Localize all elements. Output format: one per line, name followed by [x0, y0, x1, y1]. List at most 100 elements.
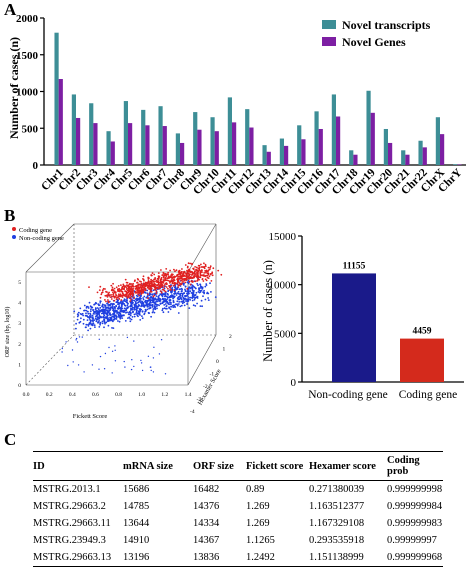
coding-point [185, 273, 188, 276]
coding-point [165, 268, 168, 270]
coding-point [143, 286, 146, 288]
coding-point [185, 277, 188, 280]
non-coding-point [106, 306, 109, 309]
table-row: MSTRG.29663.13 13196 13836 1.2492 1.1511… [33, 549, 443, 567]
bar-chr7-transcripts [158, 106, 163, 165]
table-cell: 14376 [193, 501, 220, 512]
non-coding-point [165, 305, 168, 308]
x-tick-label: 0.6 [92, 392, 99, 398]
non-coding-point [210, 291, 212, 293]
coding-point [204, 270, 207, 272]
bar-chr18-genes [353, 154, 358, 165]
non-coding-point [136, 297, 138, 300]
bar-chr11-genes [232, 122, 237, 165]
non-coding-point [87, 312, 90, 315]
coding-point [137, 285, 139, 288]
coding-point [203, 262, 205, 265]
non-coding-point [148, 312, 151, 314]
coding-point [101, 291, 104, 294]
x-tick-label: 0.2 [46, 392, 53, 398]
non-coding-point [72, 361, 74, 363]
non-coding-point [177, 303, 180, 305]
non-coding-point [123, 314, 125, 316]
non-coding-point [169, 296, 172, 299]
coding-point [177, 271, 180, 273]
coding-point [217, 269, 220, 272]
coding-point [164, 279, 167, 282]
bar-chrx-transcripts [435, 117, 440, 165]
y-tick-label: 0 [18, 383, 21, 389]
non-coding-point [109, 314, 112, 316]
non-coding-point [142, 297, 145, 299]
non-coding-point [109, 308, 112, 311]
non-coding-point [88, 318, 91, 320]
non-coding-point [141, 369, 144, 372]
table-cell: 0.99999997 [387, 535, 437, 546]
non-coding-point [97, 308, 100, 311]
non-coding-point [67, 364, 69, 367]
coding-point [111, 295, 113, 298]
coding-point [188, 280, 191, 283]
coding-point [106, 296, 109, 298]
non-coding-point [76, 341, 79, 343]
coding-point [131, 293, 133, 296]
non-coding-point [98, 314, 101, 317]
coding-point [172, 276, 175, 278]
coding-point [150, 287, 153, 290]
non-coding-point [167, 311, 170, 313]
non-coding-point [179, 297, 182, 300]
non-coding-point [160, 293, 163, 296]
non-coding-point [173, 304, 175, 306]
non-coding-point [92, 320, 94, 323]
non-coding-point [126, 304, 129, 307]
non-coding-point [142, 305, 144, 307]
non-coding-point [164, 373, 167, 375]
non-coding-point [187, 290, 190, 292]
non-coding-point [80, 317, 82, 320]
non-coding-point [145, 302, 148, 305]
non-coding-point [185, 300, 187, 302]
non-coding-point [107, 304, 110, 306]
non-coding-point [135, 308, 138, 310]
bar-chr20-transcripts [383, 128, 388, 165]
coding-point [118, 287, 121, 290]
non-coding-point [104, 322, 106, 325]
coding-point [110, 284, 113, 287]
non-coding-point [146, 308, 149, 311]
bar-chr15-genes [301, 139, 306, 165]
non-coding-point [99, 302, 102, 304]
non-coding-point [137, 304, 140, 306]
coding-point [113, 287, 116, 290]
non-coding-point [131, 308, 134, 311]
non-coding-point [102, 315, 105, 318]
coding-point [104, 299, 106, 301]
table-cell: 1.2492 [246, 549, 309, 567]
non-coding-point [78, 336, 81, 338]
coding-point [194, 266, 197, 268]
non-coding-point [202, 295, 204, 298]
non-coding-point [106, 317, 109, 320]
table-row: MSTRG.29663.2 14785 14376 1.269 1.163512… [33, 498, 443, 515]
coding-point [206, 274, 209, 277]
z-tick-label: 0 [216, 359, 219, 365]
coding-point [99, 296, 102, 299]
non-coding-point [82, 314, 84, 317]
non-coding-point [139, 310, 142, 312]
coding-point [140, 282, 143, 285]
scatter-box-edge [25, 223, 75, 273]
table-cell: MSTRG.23949.3 [33, 535, 106, 546]
coding-point [106, 294, 109, 297]
bar-coding [400, 338, 444, 382]
non-coding-point [173, 293, 175, 295]
non-coding-point [122, 302, 125, 305]
coding-point [151, 272, 154, 274]
z-tick-label: 2 [229, 334, 232, 340]
non-coding-point [132, 299, 134, 302]
non-coding-point [85, 309, 88, 312]
y-tick-label: 1000 [16, 87, 39, 99]
non-coding-point [196, 282, 199, 285]
coding-point [212, 267, 215, 270]
non-coding-point [203, 291, 206, 294]
bar-chrx-genes [440, 134, 445, 165]
coding-point [159, 279, 162, 282]
